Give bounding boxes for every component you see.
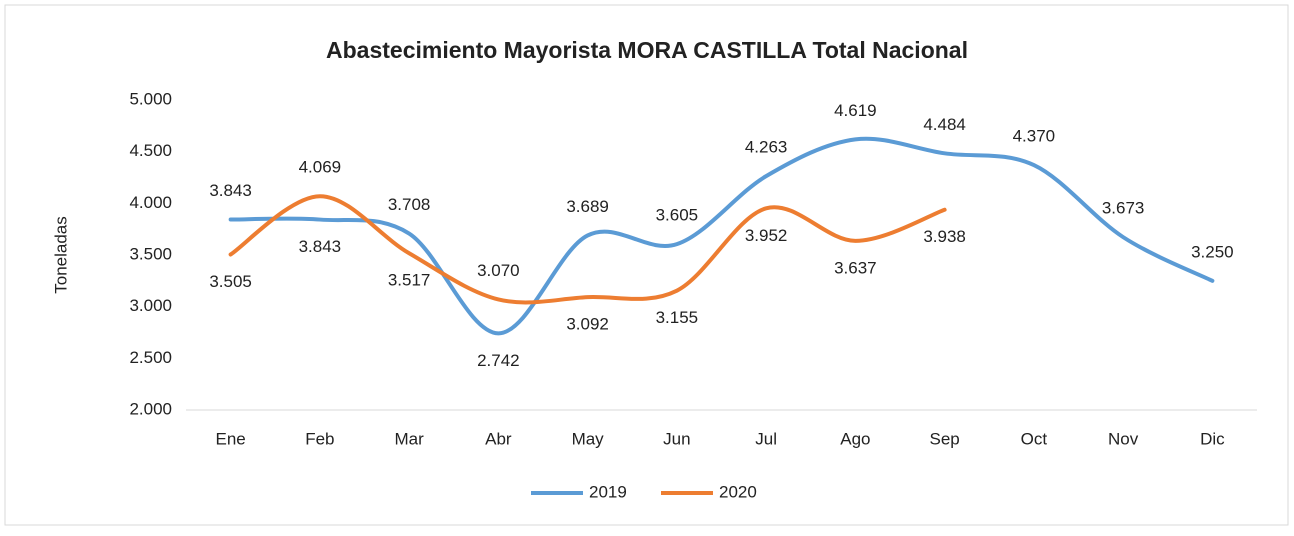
y-tick-label: 4.000 xyxy=(129,193,172,212)
data-label: 2.742 xyxy=(477,351,520,370)
data-label: 3.673 xyxy=(1102,199,1145,218)
y-tick-label: 5.000 xyxy=(129,89,172,108)
x-tick-label: Nov xyxy=(1108,429,1139,448)
data-label: 4.263 xyxy=(745,138,788,157)
data-label: 3.708 xyxy=(388,195,431,214)
x-tick-label: May xyxy=(572,429,605,448)
series-line xyxy=(228,136,1215,336)
y-tick-label: 4.500 xyxy=(129,141,172,160)
y-axis-label: Toneladas xyxy=(51,216,70,294)
x-tick-label: Sep xyxy=(930,429,960,448)
x-tick-label: Oct xyxy=(1021,429,1048,448)
data-label: 3.843 xyxy=(209,181,252,200)
data-label: 3.605 xyxy=(656,206,699,225)
data-label: 3.517 xyxy=(388,271,431,290)
y-tick-label: 2.500 xyxy=(129,348,172,367)
x-tick-label: Mar xyxy=(394,429,424,448)
chart-border xyxy=(4,4,1289,526)
x-tick-label: Dic xyxy=(1200,429,1225,448)
x-tick-label: Ene xyxy=(216,429,246,448)
x-tick-label: Jun xyxy=(663,429,690,448)
x-tick-label: Feb xyxy=(305,429,334,448)
y-tick-label: 3.000 xyxy=(129,296,172,315)
data-label: 4.484 xyxy=(923,115,966,134)
data-label: 4.069 xyxy=(299,158,342,177)
legend-label: 2019 xyxy=(589,482,627,501)
data-label: 3.843 xyxy=(299,237,342,256)
data-label: 4.370 xyxy=(1013,127,1056,146)
data-label: 3.070 xyxy=(477,261,520,280)
y-tick-label: 2.000 xyxy=(129,399,172,418)
data-label: 3.938 xyxy=(923,227,966,246)
data-label: 3.952 xyxy=(745,226,788,245)
legend-label: 2020 xyxy=(719,482,757,501)
data-label: 3.689 xyxy=(566,197,609,216)
x-tick-label: Jul xyxy=(755,429,777,448)
data-label: 3.250 xyxy=(1191,242,1234,261)
chart-title: Abastecimiento Mayorista MORA CASTILLA T… xyxy=(326,37,968,63)
data-label: 3.092 xyxy=(566,315,609,334)
data-label: 3.505 xyxy=(209,272,252,291)
data-label: 3.637 xyxy=(834,258,877,277)
series-line xyxy=(228,194,947,305)
x-tick-label: Ago xyxy=(840,429,870,448)
data-label: 3.155 xyxy=(656,308,699,327)
y-tick-label: 3.500 xyxy=(129,244,172,263)
data-label: 4.619 xyxy=(834,101,877,120)
x-tick-label: Abr xyxy=(485,429,512,448)
